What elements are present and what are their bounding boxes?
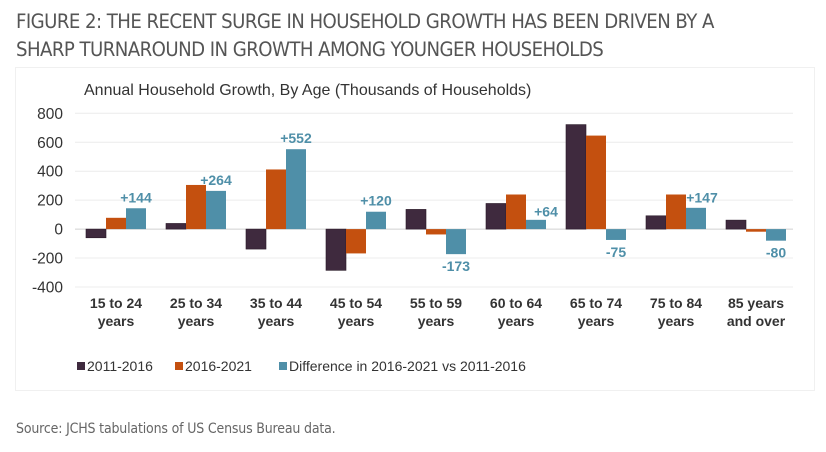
x-tick-label: years [578,313,615,329]
bar-2011-2016 [485,203,507,230]
x-axis: 15 to 24 years 25 to 34 years 35 to 44 years 4… [90,295,786,329]
bar-difference-in-2016-2021-vs-2011-2016 [366,211,386,230]
y-tick-label: 600 [37,135,63,152]
data-label: -173 [442,258,470,274]
bar-difference-in-2016-2021-vs-2011-2016 [686,207,706,230]
legend: 2011-2016 2016-2021 Difference in 2016-202… [77,358,526,374]
legend-label: 2011-2016 [87,358,153,374]
x-tick-label: 65 to 74 [570,295,622,311]
bar-2016-2021 [266,169,286,230]
legend-swatch [279,362,287,370]
legend-label: 2016-2021 [185,358,252,374]
y-tick-label: 400 [37,164,63,181]
x-tick-label: and over [727,313,786,329]
bar-2016-2021 [586,135,606,230]
x-tick-label: years [498,313,535,329]
x-tick-label: years [418,313,455,329]
bar-2011-2016 [725,219,747,230]
x-tick-label: years [98,313,135,329]
data-label: -75 [606,244,626,260]
bar-2011-2016 [165,223,187,230]
x-tick-label: 60 to 64 [490,295,542,311]
x-tick-label: 15 to 24 [90,295,142,311]
bar-2016-2021 [666,194,686,230]
y-axis: 800 600 400 200 0 -200 -400 [32,106,63,297]
gridlines [75,112,793,288]
bar-difference-in-2016-2021-vs-2011-2016 [526,219,546,230]
x-tick-label: 45 to 54 [330,295,382,311]
bar-difference-in-2016-2021-vs-2011-2016 [286,149,306,230]
bar-2016-2021 [186,184,206,230]
bar-2011-2016 [245,228,267,250]
bar-2011-2016 [405,209,427,230]
bar-difference-in-2016-2021-vs-2011-2016 [446,229,466,255]
data-label: +120 [360,193,392,209]
y-tick-label: 0 [54,222,63,239]
x-tick-label: 25 to 34 [170,295,222,311]
legend-item: 2011-2016 [77,358,153,374]
chart-title: Annual Household Growth, By Age (Thousan… [84,82,531,99]
bar-2016-2021 [506,194,526,230]
bar-2016-2021 [426,229,446,235]
data-label: +144 [120,189,152,205]
y-tick-label: -400 [32,280,63,297]
bar-2011-2016 [645,215,667,230]
bar-difference-in-2016-2021-vs-2011-2016 [206,190,226,230]
data-label: -80 [766,245,786,261]
legend-item: 2016-2021 [175,358,252,374]
bar-2011-2016 [85,228,107,239]
figure-title: FIGURE 2: THE RECENT SURGE IN HOUSEHOLD … [16,10,714,61]
x-tick-label: 55 to 59 [410,295,462,311]
legend-swatch [175,362,183,370]
bars [85,124,786,271]
source-note: Source: JCHS tabulations of US Census Bu… [16,421,336,437]
bar-difference-in-2016-2021-vs-2011-2016 [126,208,146,230]
legend-label: Difference in 2016-2021 vs 2011-2016 [289,358,526,374]
x-tick-label: years [258,313,295,329]
bar-2011-2016 [325,228,347,271]
data-label: +264 [200,172,232,188]
bar-2016-2021 [106,217,126,230]
y-tick-label: 200 [37,193,63,210]
x-tick-label: years [658,313,695,329]
y-tick-label: -200 [32,251,63,268]
data-label: +552 [280,130,312,146]
bar-2016-2021 [746,229,766,232]
data-labels: +144 +264 +552 +120 -173 +64 -75 +147 -80 [120,130,786,274]
data-label: +147 [686,190,718,206]
data-label: +64 [534,204,558,220]
bar-2011-2016 [565,124,587,230]
x-tick-label: 75 to 84 [650,295,702,311]
x-tick-label: years [178,313,215,329]
legend-item: Difference in 2016-2021 vs 2011-2016 [279,358,526,374]
y-tick-label: 800 [37,106,63,123]
bar-2016-2021 [346,229,366,254]
bar-difference-in-2016-2021-vs-2011-2016 [766,229,786,241]
x-tick-label: 85 years [728,295,784,311]
x-tick-label: 35 to 44 [250,295,302,311]
bar-difference-in-2016-2021-vs-2011-2016 [606,229,626,240]
legend-swatch [77,362,85,370]
x-tick-label: years [338,313,375,329]
